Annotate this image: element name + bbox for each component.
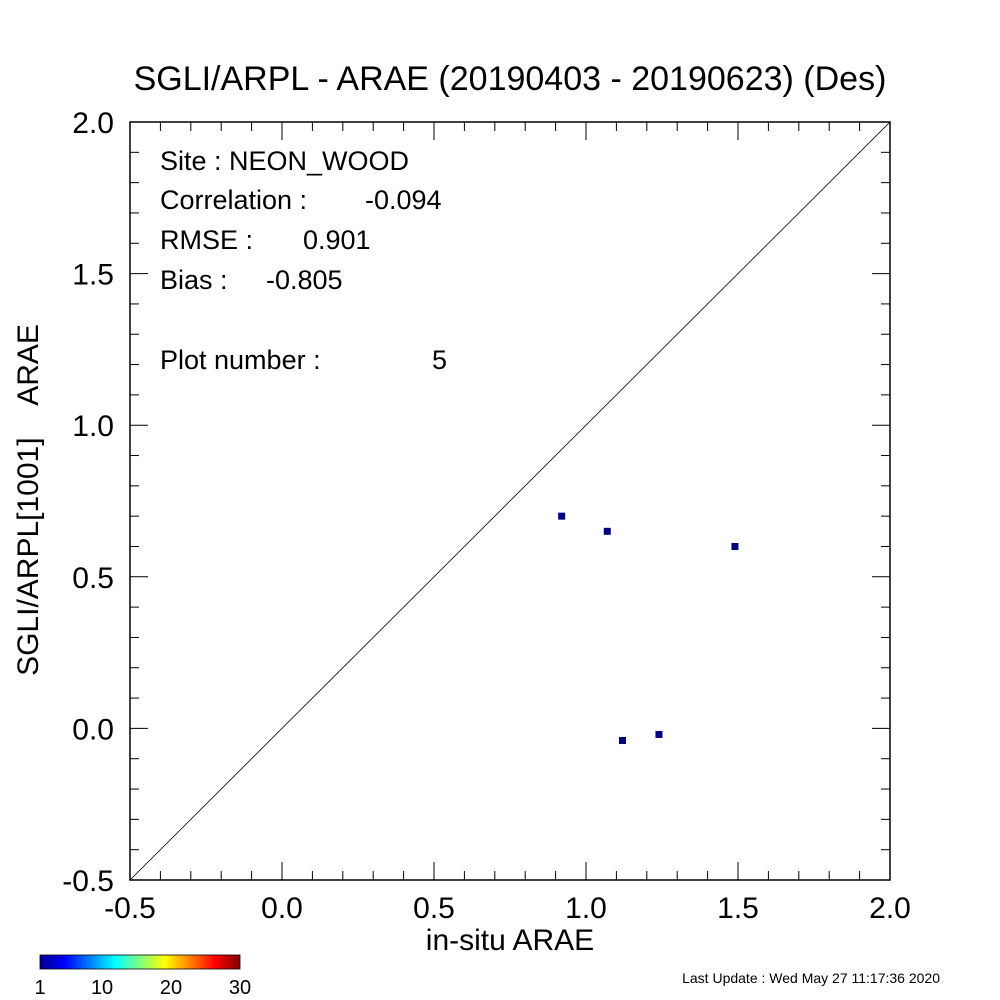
- y-tick-label: 1.0: [72, 410, 114, 443]
- x-tick-label: 1.0: [565, 892, 607, 925]
- x-axis-label: in-situ ARAE: [426, 924, 594, 957]
- data-point: [655, 730, 663, 738]
- x-tick-label: 1.5: [717, 892, 759, 925]
- stat-value: -0.094: [365, 185, 442, 215]
- stat-label: Correlation :: [160, 185, 307, 215]
- colorbar: [39, 954, 241, 970]
- data-point: [618, 737, 626, 745]
- y-tick-label: 0.5: [72, 562, 114, 595]
- stat-label: Bias :: [160, 265, 228, 295]
- stat-label: Site : NEON_WOOD: [160, 146, 409, 176]
- data-point: [603, 527, 611, 535]
- stat-value: 0.901: [303, 225, 371, 255]
- plot-frame: [129, 121, 891, 881]
- stat-value: -0.805: [266, 265, 343, 295]
- x-tick-label: 2.0: [869, 892, 911, 925]
- x-tick-label: 0.5: [413, 892, 455, 925]
- one-to-one-line: [129, 121, 891, 881]
- stat-label: RMSE :: [160, 225, 253, 255]
- y-tick-label: 0.0: [72, 713, 114, 746]
- colorbar-tick-label: 1: [34, 977, 45, 999]
- y-tick-label: 1.5: [72, 259, 114, 292]
- data-point: [558, 512, 566, 520]
- y-axis-label: SGLI/ARPL[1001] ARAE: [12, 324, 45, 676]
- stat-label: Plot number :: [160, 345, 321, 375]
- y-tick-label: -0.5: [62, 865, 114, 898]
- stat-value: 5: [432, 345, 447, 375]
- last-update-text: Last Update : Wed May 27 11:17:36 2020: [682, 970, 940, 986]
- x-tick-label: -0.5: [104, 892, 156, 925]
- colorbar-tick-label: 10: [91, 977, 113, 999]
- data-point: [731, 542, 739, 550]
- x-tick-label: 0.0: [261, 892, 303, 925]
- colorbar-tick-label: 30: [229, 977, 251, 999]
- colorbar-tick-label: 20: [160, 977, 182, 999]
- chart-title: SGLI/ARPL - ARAE (20190403 - 20190623) (…: [134, 60, 887, 98]
- y-tick-label: 2.0: [72, 107, 114, 140]
